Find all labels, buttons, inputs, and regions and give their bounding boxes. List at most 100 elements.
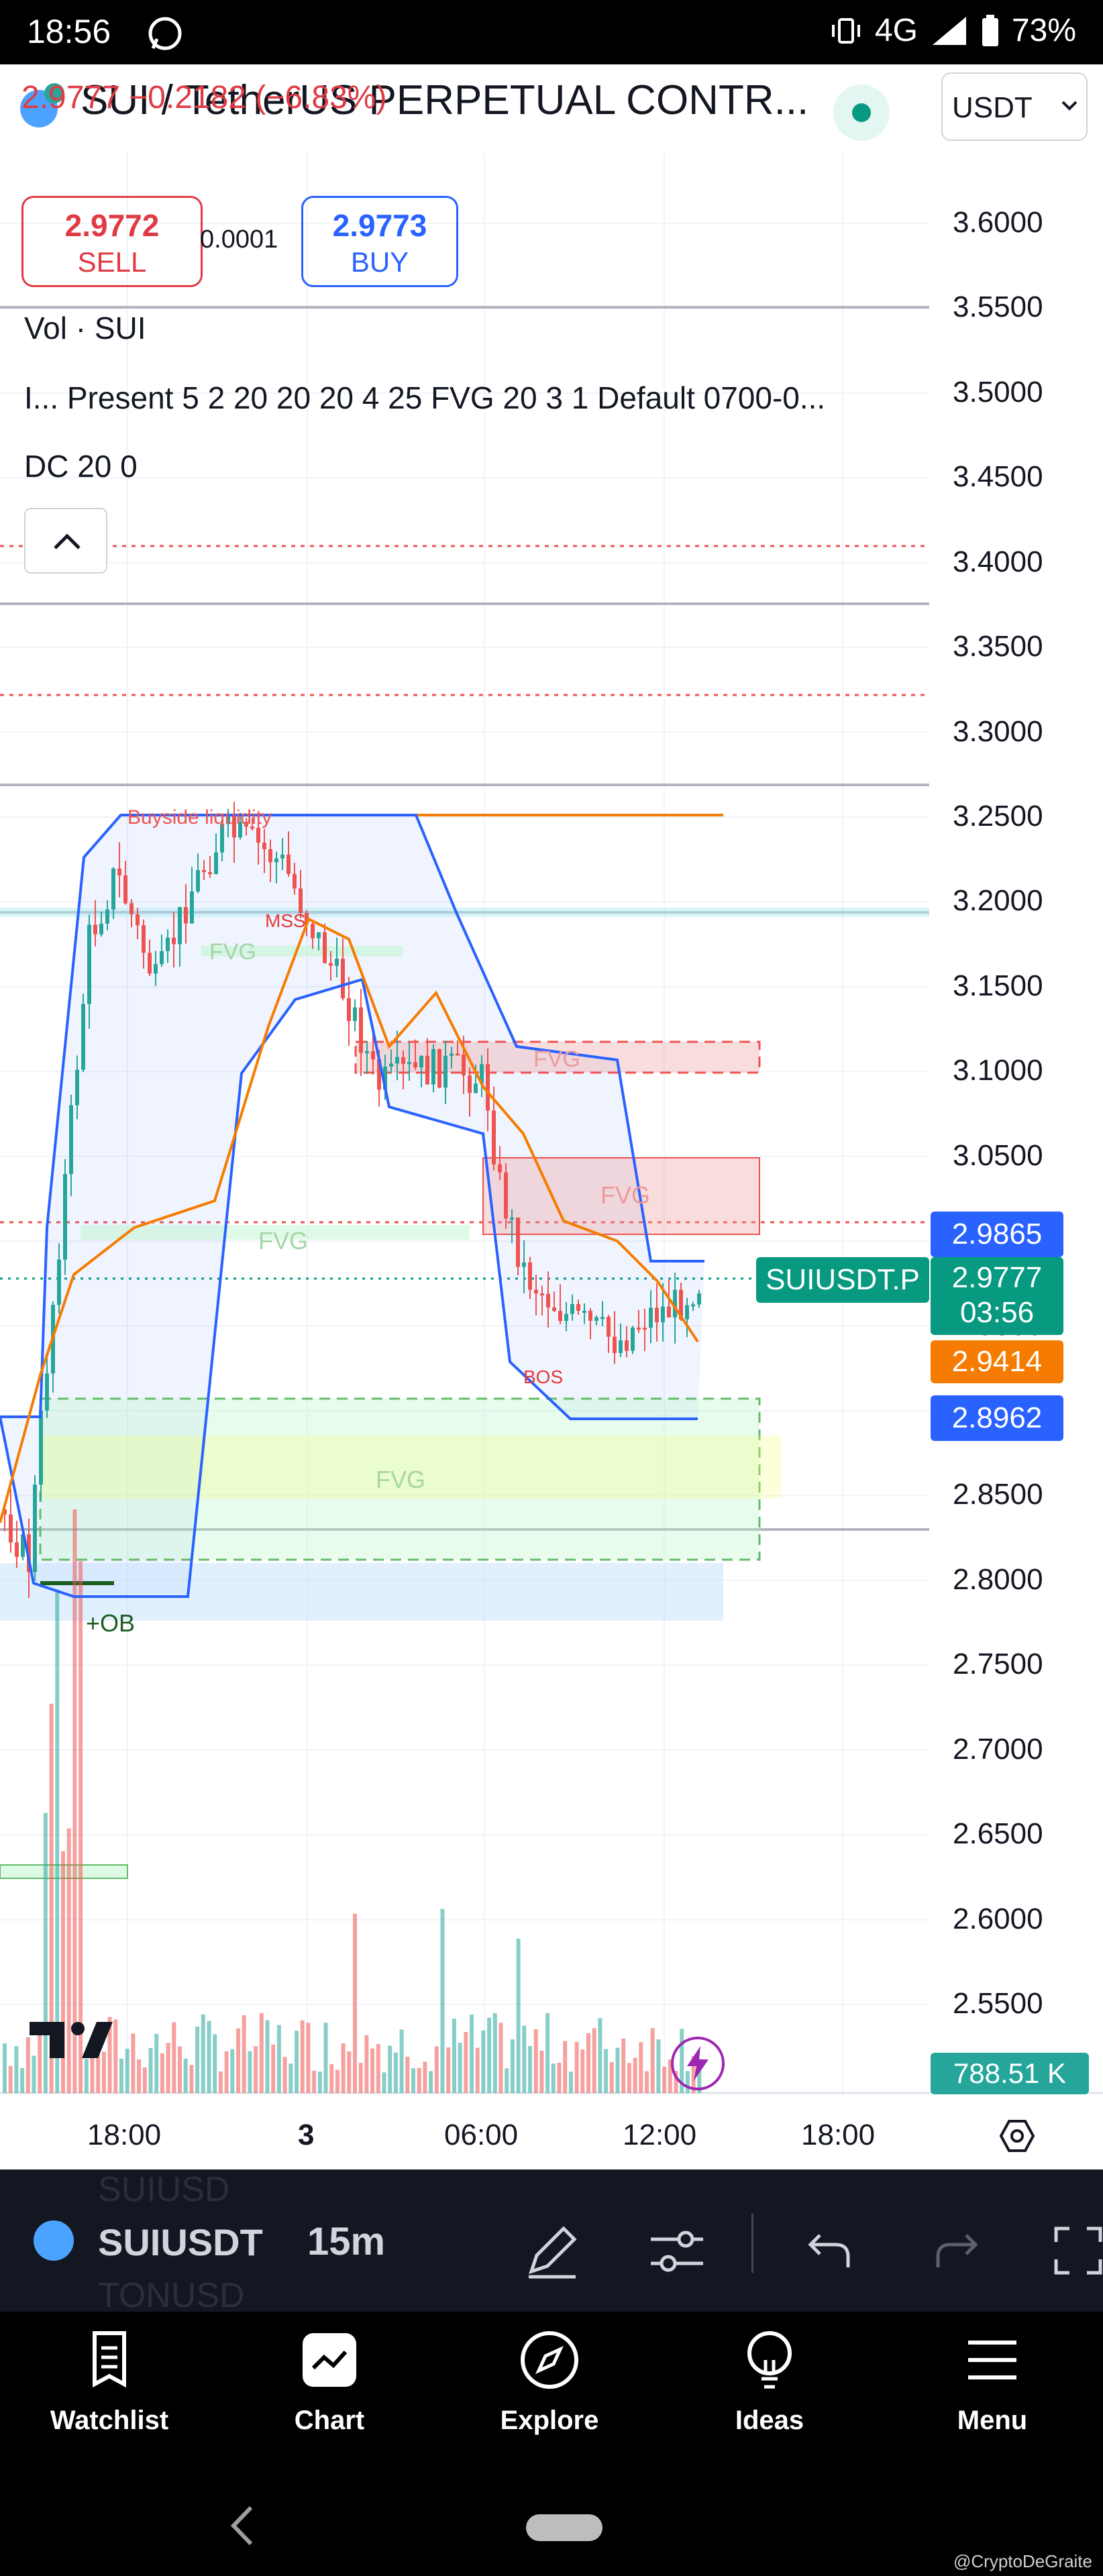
candle-body [286, 854, 291, 874]
fvg-label: FVG [533, 1046, 580, 1072]
volume-bar [464, 2031, 468, 2093]
candle-body [274, 858, 278, 863]
chart-settings-icon[interactable] [998, 2117, 1036, 2155]
sell-button[interactable]: 2.9772 SELL [21, 196, 203, 287]
nav-ideas[interactable]: Ideas [686, 2312, 853, 2473]
volume-bar [358, 2063, 363, 2093]
battery-level: 73% [1011, 13, 1076, 48]
candle-body [196, 869, 200, 892]
volume-bar [300, 2020, 305, 2093]
candle-body [323, 932, 327, 963]
volume-bar [528, 2046, 532, 2093]
candle-body [395, 1057, 399, 1064]
price-axis-label: 3.1000 [953, 1054, 1043, 1087]
candle-body [619, 1340, 623, 1353]
volume-bar [166, 2043, 170, 2093]
price-axis-label: 2.7500 [953, 1648, 1043, 1681]
candle-body [588, 1311, 592, 1321]
fullscreen-icon[interactable] [1053, 2226, 1103, 2275]
candle-body [516, 1217, 520, 1267]
volume-bar [242, 2015, 246, 2093]
price-axis-label: 3.4000 [953, 545, 1043, 578]
price-axis-label: 3.4500 [953, 460, 1043, 494]
candle-body [39, 1410, 43, 1485]
candle-body [172, 937, 176, 945]
price-axis-label: 3.3000 [953, 714, 1043, 748]
candle-body [691, 1304, 695, 1307]
volume-bar [84, 2059, 89, 2093]
candle-body [93, 924, 97, 934]
nav-chart[interactable]: Chart [246, 2312, 413, 2473]
buy-button[interactable]: 2.9773 BUY [301, 196, 458, 287]
candle-body [480, 1064, 484, 1084]
donchian-legend[interactable]: DC 20 0 [24, 449, 138, 484]
volume-bar [429, 2071, 433, 2093]
donchian-lines [0, 814, 704, 1598]
candle-body [244, 822, 248, 827]
volume-bar [347, 2051, 352, 2093]
tradingview-logo[interactable] [30, 2019, 113, 2061]
volume-bar [172, 2022, 176, 2093]
volume-bar [43, 1813, 48, 2093]
fvg-label: FVG [209, 939, 256, 965]
time-axis-label: 18:00 [87, 2118, 162, 2151]
fvg-label: FVG [258, 1227, 308, 1254]
candle-body [81, 1004, 85, 1070]
symbol-selector[interactable]: SUIUSDT [27, 2214, 268, 2267]
nav-explore-label: Explore [500, 2406, 599, 2435]
volume-legend[interactable]: Vol · SUI [24, 311, 146, 345]
price-axis-label: 2.8500 [953, 1478, 1043, 1511]
drawing-tools-icon[interactable] [522, 2220, 582, 2281]
candle-body [99, 923, 103, 934]
nav-watchlist-label: Watchlist [50, 2406, 169, 2435]
volume-bar [125, 2048, 129, 2093]
market-open-indicator [833, 85, 890, 141]
indicator-legend[interactable]: I... Present 5 2 20 20 20 4 25 FVG 20 3 … [24, 380, 826, 415]
redo-icon[interactable] [934, 2230, 980, 2270]
candle-body [57, 1259, 61, 1305]
volume-bar [470, 2014, 474, 2093]
candle-body [474, 1083, 478, 1093]
candle-body [111, 868, 115, 910]
volume-bar [3, 2043, 7, 2093]
candle-body [570, 1303, 574, 1314]
back-icon[interactable] [225, 2502, 259, 2549]
menu-icon [968, 2341, 1016, 2379]
symbol-header: SUI / TetherUS PERPETUAL CONTR... [0, 64, 1103, 153]
candle-body [69, 1105, 73, 1175]
currency-select[interactable]: USDT [941, 72, 1088, 141]
candle-body [208, 872, 212, 875]
nav-explore[interactable]: Explore [466, 2312, 633, 2473]
symbol-title[interactable]: SUI / TetherUS PERPETUAL CONTR... [81, 77, 809, 123]
candle-body [347, 998, 351, 1021]
volume-bar [434, 2046, 439, 2093]
price-chart[interactable]: Buyside liquidity MSS BOS +OB FVG FVG FVG FVG FV… [0, 153, 1103, 2118]
undo-icon[interactable] [806, 2230, 852, 2270]
candle-body [226, 816, 230, 824]
compass-icon [521, 2331, 578, 2389]
candle-body [317, 932, 321, 938]
nav-menu[interactable]: Menu [908, 2312, 1076, 2473]
fvg-label: FVG [376, 1466, 425, 1493]
candle-body [558, 1311, 562, 1322]
volume-bar [405, 2056, 410, 2093]
volume-bar [353, 1913, 357, 2093]
candle-body [117, 868, 121, 875]
flash-icon[interactable] [671, 2037, 725, 2090]
exchange-badge-icon [44, 83, 64, 103]
candle-body [9, 1514, 13, 1543]
home-pill[interactable] [526, 2514, 602, 2541]
fvg-zone-yellow [40, 1436, 781, 1499]
volume-bar [195, 2027, 200, 2093]
dc-upper-tag: 2.9865 [931, 1212, 1063, 1257]
collapse-legend-button[interactable] [24, 508, 107, 574]
candle-body [468, 1075, 472, 1093]
indicators-icon[interactable] [648, 2227, 706, 2275]
candle-body [142, 925, 146, 953]
candle-body [643, 1328, 647, 1330]
volume-bar [376, 2043, 380, 2093]
volume-bar [201, 2014, 205, 2093]
volume-bar [382, 2072, 386, 2093]
interval-selector[interactable]: 15m [307, 2220, 386, 2263]
nav-watchlist[interactable]: Watchlist [25, 2312, 193, 2473]
